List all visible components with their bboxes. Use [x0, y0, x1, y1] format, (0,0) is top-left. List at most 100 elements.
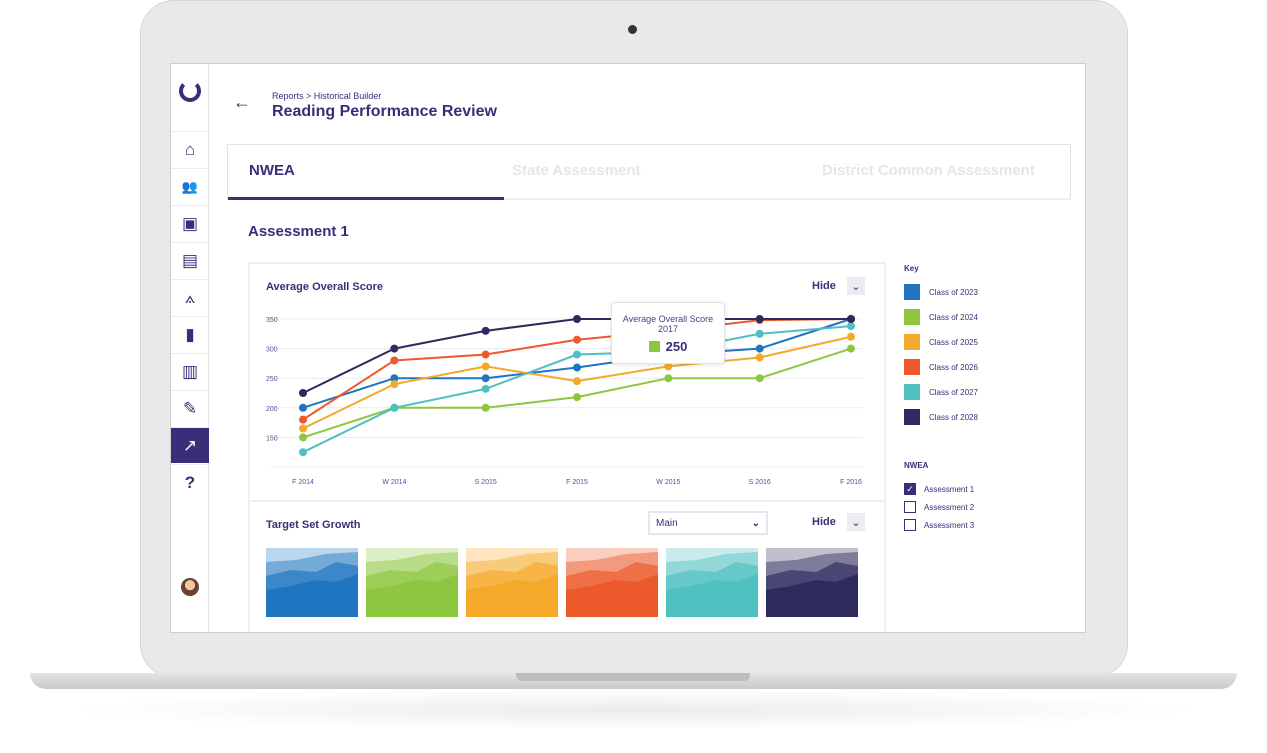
bookmark-icon[interactable]: ▮: [171, 316, 209, 352]
logo-icon: [179, 80, 201, 102]
growth-thumbnail[interactable]: [666, 548, 758, 617]
key-label: Class of 2023: [929, 287, 978, 297]
data-point: [481, 362, 490, 371]
data-point: [847, 332, 855, 341]
filter-item[interactable]: Assessment 2: [904, 501, 974, 513]
y-tick-label: 150: [266, 435, 278, 442]
x-tick-label: W 2015: [656, 479, 680, 486]
data-point: [664, 362, 673, 371]
growth-title: Target Set Growth: [266, 519, 361, 531]
edit-icon[interactable]: ✎: [171, 390, 209, 426]
data-point: [390, 356, 399, 365]
key-swatch: [904, 384, 920, 400]
chart-icon[interactable]: ↗: [171, 427, 209, 463]
target-growth-card: Target Set Growth Main ⌄ Hide ⌄: [248, 500, 886, 632]
key-item: Class of 2023: [904, 284, 978, 300]
tooltip-swatch: [648, 341, 660, 352]
tab-nwea[interactable]: NWEA: [249, 162, 295, 179]
data-point: [481, 374, 490, 383]
data-point: [481, 403, 490, 412]
key-swatch: [904, 409, 920, 425]
data-point: [299, 415, 307, 424]
tooltip-subtitle: 2017: [657, 324, 679, 334]
x-tick-label: S 2016: [749, 479, 771, 486]
filter-title: NWEA: [904, 461, 929, 470]
x-tick-label: F 2014: [292, 479, 314, 486]
data-point: [573, 377, 581, 386]
chevron-down-icon[interactable]: ⌄: [847, 513, 865, 531]
chart-tooltip: Average Overall Score 2017 250: [611, 302, 725, 364]
key-swatch: [904, 309, 920, 325]
data-point: [573, 315, 581, 323]
data-point: [573, 335, 581, 344]
filter-item[interactable]: ✓ Assessment 1: [904, 483, 974, 495]
series-line: [302, 347, 852, 439]
compass-icon[interactable]: ⟑: [171, 279, 209, 315]
filter-label: Assessment 2: [924, 502, 975, 512]
data-point: [390, 380, 399, 389]
growth-thumbnail[interactable]: [366, 548, 458, 617]
hide-label[interactable]: Hide: [812, 280, 836, 292]
camera: [628, 25, 637, 34]
laptop-base: [30, 673, 1237, 689]
key-swatch: [904, 359, 920, 375]
x-tick-label: S 2015: [475, 479, 497, 486]
breadcrumb[interactable]: Reports > Historical Builder: [272, 91, 382, 101]
key-item: Class of 2025: [904, 334, 978, 350]
users-icon[interactable]: 👥: [171, 168, 209, 204]
data-point: [390, 403, 399, 412]
x-tick-label: F 2015: [566, 479, 588, 486]
tab-state-assessment[interactable]: State Assessment: [512, 162, 641, 179]
data-point: [481, 326, 490, 335]
key-label: Class of 2025: [929, 337, 978, 347]
checkbox[interactable]: [904, 501, 916, 513]
data-point: [299, 448, 307, 457]
data-point: [847, 322, 855, 331]
data-point: [755, 315, 764, 323]
key-item: Class of 2027: [904, 384, 978, 400]
growth-thumbnail[interactable]: [266, 548, 358, 617]
key-swatch: [904, 334, 920, 350]
key-panel: Key Class of 2023 Class of 2024 Class of 2…: [904, 264, 1024, 544]
tooltip-value: 250: [665, 339, 688, 354]
view-select-value: Main: [656, 518, 678, 529]
data-point: [755, 374, 764, 383]
data-point: [481, 350, 490, 359]
data-point: [755, 344, 764, 353]
page-title: Reading Performance Review: [272, 103, 497, 120]
data-point: [847, 344, 855, 353]
growth-thumbnail[interactable]: [566, 548, 658, 617]
data-point: [755, 353, 764, 362]
y-tick-label: 300: [266, 347, 278, 354]
help-icon[interactable]: ?: [171, 464, 209, 500]
filter-item[interactable]: Assessment 3: [904, 519, 974, 531]
tab-district-common-assessment[interactable]: District Common Assessment: [822, 162, 1035, 179]
growth-thumbnail[interactable]: [766, 548, 858, 617]
section-title: Assessment 1: [248, 223, 349, 240]
data-point: [299, 433, 307, 442]
avatar[interactable]: [181, 578, 199, 596]
data-point: [664, 374, 673, 383]
key-item: Class of 2028: [904, 409, 978, 425]
sidebar: ⌂ 👥 ▣ ▤ ⟑ ▮ ▥ ✎ ↗?: [171, 64, 209, 632]
hide-label[interactable]: Hide: [812, 516, 836, 528]
home-icon[interactable]: ⌂: [171, 131, 209, 167]
data-point: [390, 344, 399, 353]
data-point: [299, 424, 307, 433]
y-tick-label: 350: [266, 317, 278, 324]
checkbox[interactable]: [904, 519, 916, 531]
tab-bar: NWEA State Assessment District Common As…: [227, 144, 1071, 200]
chevron-down-icon[interactable]: ⌄: [847, 277, 865, 295]
data-point: [390, 374, 399, 383]
y-tick-label: 200: [266, 406, 278, 413]
view-select[interactable]: Main ⌄: [648, 511, 768, 535]
growth-thumbnail[interactable]: [466, 548, 558, 617]
map-icon[interactable]: ▥: [171, 353, 209, 389]
checkbox[interactable]: ✓: [904, 483, 916, 495]
classroom-icon[interactable]: ▣: [171, 205, 209, 241]
laptop-notch: [516, 673, 750, 681]
book-icon[interactable]: ▤: [171, 242, 209, 278]
back-arrow-icon[interactable]: ←: [233, 92, 251, 112]
data-point: [573, 350, 581, 359]
data-point: [573, 363, 581, 372]
